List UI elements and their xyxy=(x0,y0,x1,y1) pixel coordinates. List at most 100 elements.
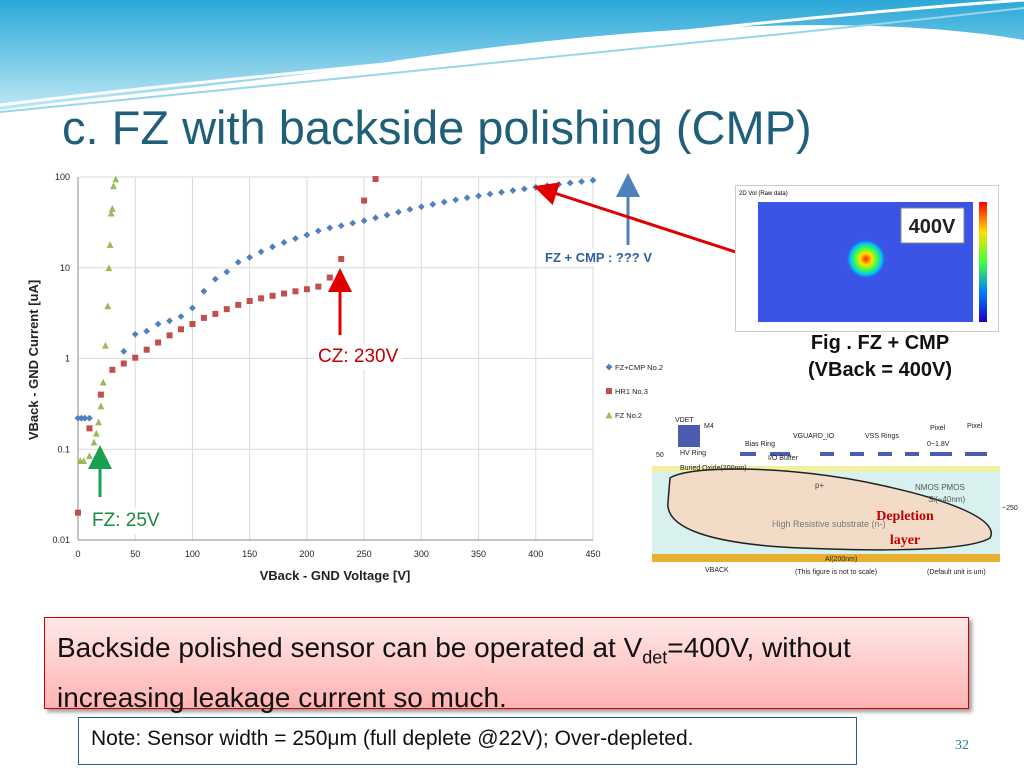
data-point-series-0 xyxy=(120,347,128,355)
range-label: 0~1.8V xyxy=(927,441,950,448)
y-tick-label: 0.1 xyxy=(57,444,70,454)
data-point-series-0 xyxy=(463,194,471,202)
y-tick-label: 100 xyxy=(55,172,70,182)
x-tick-label: 150 xyxy=(242,549,257,559)
data-point-series-2 xyxy=(107,209,115,217)
data-point-series-2 xyxy=(108,205,116,212)
nmos-pmos-label: NMOS PMOS xyxy=(915,483,965,492)
data-point-series-0 xyxy=(383,211,391,219)
x-tick-label: 50 xyxy=(130,549,140,559)
data-point-series-0 xyxy=(406,205,414,213)
al-backplane xyxy=(652,554,1000,562)
data-point-series-0 xyxy=(78,414,85,422)
heatmap-colorbar xyxy=(979,202,987,322)
data-point-series-0 xyxy=(589,176,597,184)
data-point-series-0 xyxy=(498,188,505,196)
legend-marker-2 xyxy=(605,411,613,419)
data-point-series-2 xyxy=(104,302,112,310)
data-point-series-0 xyxy=(131,330,139,338)
substrate-label: High Resistive substrate (n-) xyxy=(772,519,886,529)
data-point-series-1 xyxy=(178,326,184,333)
data-point-series-1 xyxy=(258,295,265,302)
unit-note-label: (Default unit is um) xyxy=(927,569,986,576)
x-axis-label: VBack - GND Voltage [V] xyxy=(260,568,411,583)
fz-annotation: FZ: 25V xyxy=(88,508,164,534)
data-point-series-1 xyxy=(109,366,116,373)
dim-250-label: ~250 xyxy=(1002,505,1018,512)
legend-label-2: FZ No.2 xyxy=(615,411,642,420)
data-point-series-0 xyxy=(395,208,402,216)
x-tick-label: 200 xyxy=(299,549,314,559)
header-wave-decoration xyxy=(0,0,1024,113)
data-point-series-0 xyxy=(292,235,299,242)
data-point-series-2 xyxy=(110,182,117,190)
heatmap-figure: 2D Vol (Raw data) 400V xyxy=(735,185,999,332)
data-point-series-1 xyxy=(97,391,104,398)
data-point-series-1 xyxy=(200,314,207,321)
data-point-series-1 xyxy=(326,274,333,281)
al-label: Al(200nm) xyxy=(825,556,857,563)
data-point-series-0 xyxy=(326,224,334,232)
cz-annotation: CZ: 230V xyxy=(314,344,403,370)
p-plus-label: p+ xyxy=(815,481,824,490)
data-point-series-1 xyxy=(132,354,139,361)
data-point-series-1 xyxy=(75,509,81,516)
data-point-series-1 xyxy=(189,320,196,327)
data-point-series-1 xyxy=(361,197,368,204)
x-tick-label: 450 xyxy=(585,549,600,559)
data-point-series-0 xyxy=(303,231,311,239)
note-box: Note: Sensor width = 250μm (full deplete… xyxy=(78,717,857,765)
legend-label-0: FZ+CMP No.2 xyxy=(615,363,663,372)
data-point-series-2 xyxy=(90,438,98,446)
data-point-series-2 xyxy=(112,175,120,183)
data-point-series-0 xyxy=(154,320,162,328)
data-point-series-2 xyxy=(97,402,105,410)
figure-caption: Fig . FZ + CMP (VBack = 400V) xyxy=(790,330,970,384)
data-point-series-0 xyxy=(578,178,585,185)
vguard-label: VGUARD_IO xyxy=(793,433,835,440)
data-point-series-0 xyxy=(177,313,185,320)
x-tick-label: 300 xyxy=(414,549,429,559)
data-point-series-1 xyxy=(212,310,219,317)
data-point-series-0 xyxy=(314,227,322,235)
data-point-series-0 xyxy=(74,414,82,422)
buried-oxide-layer xyxy=(652,466,1000,472)
summary-box: Backside polished sensor can be operated… xyxy=(44,617,969,713)
pixel-label-2: Pixel xyxy=(967,423,983,430)
data-point-series-0 xyxy=(486,190,494,198)
data-point-series-0 xyxy=(475,192,482,200)
data-point-series-1 xyxy=(86,425,93,432)
data-point-series-1 xyxy=(303,286,310,293)
data-point-series-1 xyxy=(166,332,173,339)
chart-axes: 0 50 100 150 200 250 300 350 400 450 0.01 0.1 1 10 100 xyxy=(52,172,600,559)
data-point-series-1 xyxy=(292,288,299,295)
data-point-series-0 xyxy=(360,217,368,225)
depletion-label-2: layer xyxy=(890,533,920,548)
si-label: Si(~40nm) xyxy=(928,495,965,504)
data-point-series-1 xyxy=(281,290,287,297)
heatmap-hotspot xyxy=(846,239,886,279)
data-point-series-1 xyxy=(315,283,322,290)
m4-label: M4 xyxy=(704,423,714,430)
fifty-label: 50 xyxy=(656,452,664,459)
data-point-series-2 xyxy=(102,341,109,349)
data-point-series-0 xyxy=(269,243,276,251)
data-point-series-1 xyxy=(269,292,276,299)
data-point-series-0 xyxy=(280,239,288,246)
data-point-series-2 xyxy=(80,457,88,464)
data-point-series-1 xyxy=(338,255,345,262)
data-point-series-0 xyxy=(166,317,173,325)
heatmap-voltage-label: 400V xyxy=(909,216,956,238)
y-axis-label: VBack - GND Current [uA] xyxy=(26,280,41,440)
data-point-series-1 xyxy=(155,339,162,346)
pixel-label-1: Pixel xyxy=(930,425,946,432)
data-point-series-2 xyxy=(99,378,107,386)
ring-pads xyxy=(740,452,987,456)
summary-text-post: =400V, without increasing leakage curren… xyxy=(57,632,851,713)
summary-text-pre: Backside polished sensor can be operated… xyxy=(57,632,643,663)
x-tick-label: 350 xyxy=(471,549,486,559)
data-point-series-1 xyxy=(120,360,127,367)
data-point-series-0 xyxy=(429,200,437,208)
figure-caption-line1: Fig . FZ + CMP xyxy=(810,332,950,354)
data-point-series-0 xyxy=(211,275,219,283)
